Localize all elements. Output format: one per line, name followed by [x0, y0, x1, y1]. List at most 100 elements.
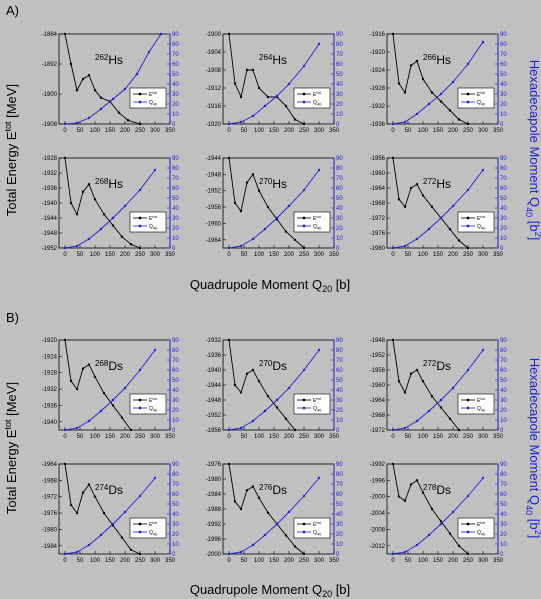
y-right-tick-label: 50	[172, 378, 179, 384]
subplot-title: 268Ds	[95, 359, 123, 373]
y-right-tick-label: 90	[172, 462, 179, 468]
q40-point	[227, 552, 231, 556]
legend-q40-marker	[138, 100, 142, 104]
energy-point	[397, 82, 401, 85]
y-right-tick-label: 90	[336, 32, 343, 38]
x-tick-label: 350	[329, 252, 340, 258]
y-left-tick-label: -1984	[42, 544, 58, 550]
y-right-tick-label: 60	[500, 492, 507, 498]
y-left-tick-label: -1944	[42, 216, 58, 222]
legend-box	[457, 211, 495, 233]
y-left-tick-label: -1932	[206, 338, 222, 344]
y-right-tick-label: 40	[500, 512, 507, 518]
y-left-tick-label: -1920	[370, 50, 386, 56]
legend-energy-marker	[466, 92, 470, 96]
legend-box	[457, 393, 495, 415]
y-right-tick-label: 0	[336, 428, 340, 434]
q40-point	[466, 188, 470, 192]
y-right-tick-label: 50	[336, 378, 343, 384]
energy-point	[233, 201, 237, 205]
q40-point	[227, 428, 231, 432]
legend-energy-label: Etot	[313, 520, 322, 528]
x-tick-label: 250	[463, 434, 474, 440]
q40-point	[466, 368, 470, 372]
y-left-tick-label: -2012	[370, 544, 386, 550]
energy-point	[448, 228, 452, 231]
energy-point	[284, 230, 288, 233]
energy-point	[439, 520, 443, 523]
y-left-tick-label: -1952	[206, 189, 222, 195]
y-left-tick-label: -1936	[42, 186, 58, 192]
energy-point	[69, 503, 73, 507]
y-left-tick-label: -1976	[370, 231, 386, 237]
x-tick-label: 50	[77, 434, 84, 440]
energy-point	[391, 338, 395, 342]
x-tick-label: 50	[405, 558, 412, 564]
y-left-tick-label: -2004	[370, 511, 386, 517]
y-right-tick-label: 90	[172, 32, 179, 38]
y-right-tick-label: 30	[336, 216, 343, 222]
energy-point	[69, 62, 73, 66]
x-tick-label: 350	[165, 252, 176, 258]
plot-frame	[58, 463, 171, 555]
y-right-tick-label: 70	[336, 176, 343, 182]
y-right-tick-label: 30	[500, 522, 507, 528]
legend-box	[129, 87, 167, 109]
legend-q40-label: Q40	[477, 530, 486, 537]
y-right-tick-label: 50	[500, 378, 507, 384]
energy-point	[293, 428, 297, 432]
y-right-tick-label: 90	[172, 156, 179, 162]
x-tick-label: 150	[433, 252, 444, 258]
x-tick-label: 50	[241, 558, 248, 564]
q40-point	[263, 533, 267, 537]
subplot: 0 50 100 150 200 250 300 350-1884-1892-1900-190…	[42, 32, 180, 134]
y-right-tick-label: 20	[336, 532, 343, 538]
energy-point	[129, 428, 133, 432]
q40-point	[138, 368, 142, 372]
legend-energy-marker	[138, 398, 142, 402]
y-right-tick-label: 80	[172, 42, 179, 48]
y-left-tick-label: -1916	[370, 32, 386, 38]
x-tick-label: 150	[269, 434, 280, 440]
energy-point	[126, 119, 130, 122]
legend-energy-label: Etot	[149, 396, 158, 404]
energy-point	[409, 483, 413, 486]
energy-point	[75, 213, 79, 216]
energy-curve	[64, 157, 141, 249]
energy-point	[266, 205, 270, 209]
energy-point	[409, 372, 413, 375]
energy-point	[284, 104, 288, 108]
x-tick-label: 150	[105, 128, 116, 134]
x-tick-label: 100	[418, 558, 429, 564]
x-tick-label: 150	[433, 434, 444, 440]
q40-point	[451, 204, 455, 208]
x-tick-label: 100	[254, 128, 265, 134]
y-right-tick-label: 20	[172, 102, 179, 108]
subplot-title: 272Hs	[423, 177, 451, 191]
energy-point	[129, 243, 133, 246]
x-tick-label: 350	[329, 558, 340, 564]
q40-curve	[64, 169, 156, 249]
energy-point	[266, 395, 270, 398]
x-tick-label: 100	[90, 252, 101, 258]
x-tick-label: 300	[150, 252, 161, 258]
x-tick-label: 0	[391, 558, 395, 564]
energy-point	[284, 417, 288, 420]
y-left-tick-label: -1960	[370, 383, 386, 389]
energy-point	[227, 32, 231, 36]
subplot-title: 270Hs	[259, 177, 287, 191]
y-left-tick-label: -1944	[206, 156, 222, 162]
y-right-tick-label: 0	[336, 246, 340, 252]
energy-curve	[64, 339, 132, 431]
y-left-tick-label: -1952	[206, 413, 222, 419]
x-tick-label: 50	[77, 558, 84, 564]
energy-point	[87, 183, 91, 186]
y-right-tick-label: 70	[500, 482, 507, 488]
y-left-tick-label: -2000	[370, 495, 386, 501]
y-right-tick-label: 80	[172, 472, 179, 478]
y-left-tick-label: -1952	[42, 246, 58, 252]
y-left-tick-label: -1940	[42, 201, 58, 207]
y-right-tick-label: 80	[172, 348, 179, 354]
q40-point	[415, 237, 419, 241]
x-tick-label: 150	[433, 558, 444, 564]
